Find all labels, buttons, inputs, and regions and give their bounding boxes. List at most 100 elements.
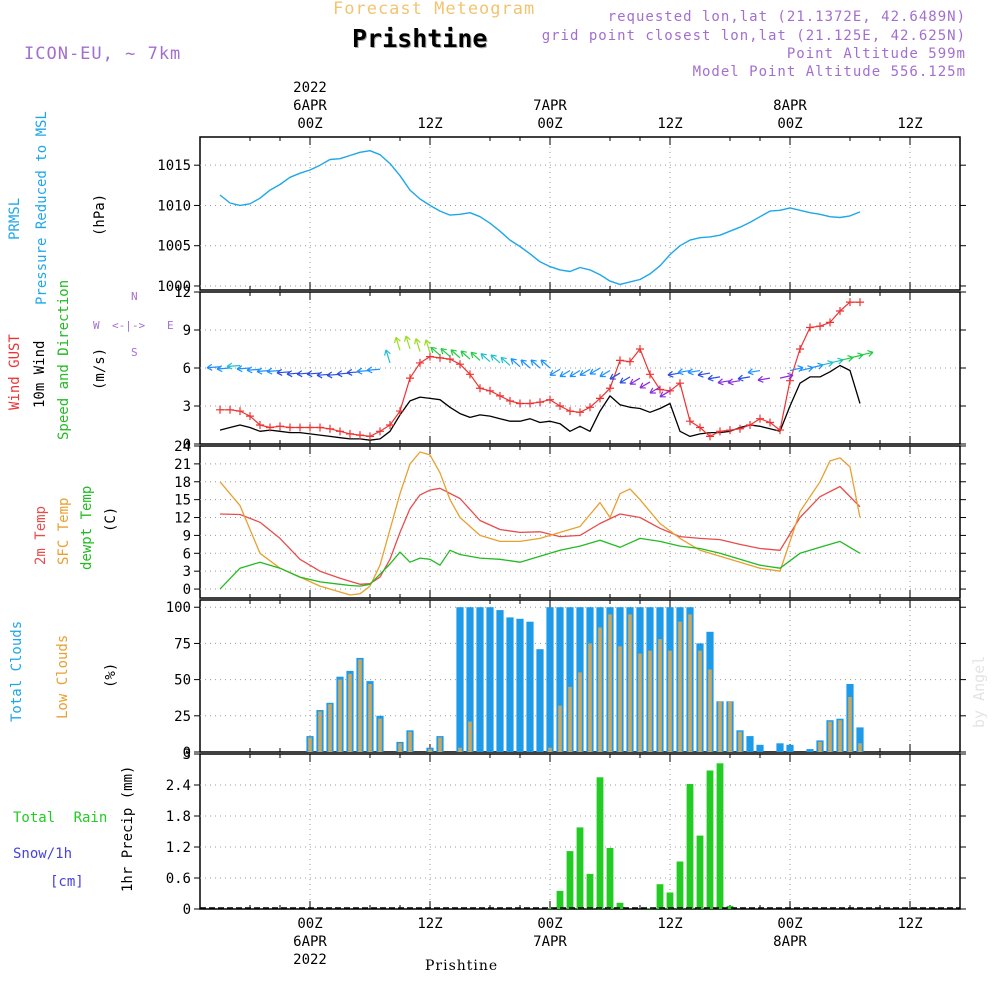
low-cloud-bar — [428, 749, 432, 752]
wind-direction-arrow — [480, 353, 491, 363]
wind-direction-arrow — [450, 349, 461, 359]
rain-bar — [656, 884, 664, 909]
wind-direction-arrow — [687, 369, 701, 374]
panel-prmsl-frame — [199, 136, 961, 291]
wind-arrow-head — [394, 336, 401, 344]
gust-marker — [476, 384, 484, 393]
y-tick-label-precip: 3 — [183, 747, 191, 763]
gust-marker — [726, 426, 734, 435]
rain-bar — [556, 890, 564, 909]
wind-arrow-head — [366, 366, 373, 374]
low-cloud-bar — [608, 614, 612, 752]
gust-marker — [296, 423, 304, 432]
low-cloud-bar — [828, 721, 832, 752]
top-time-label: 12Z — [417, 116, 442, 132]
low-clouds-label: Low Clouds — [55, 634, 71, 719]
top-time-label: 12Z — [897, 116, 922, 132]
wind-arrow-head — [659, 391, 666, 398]
bottom-time-label: 00Z — [297, 916, 322, 932]
temp-2m-line — [219, 485, 861, 585]
gust-marker — [376, 427, 384, 436]
top-date-label: 8APR — [773, 98, 807, 114]
gust-marker — [486, 386, 494, 395]
wind-arrow-head — [246, 366, 253, 374]
gust-marker — [576, 408, 584, 417]
gust-marker — [596, 394, 604, 403]
gust-marker — [676, 379, 684, 388]
gust-marker — [466, 370, 474, 379]
low-cloud-bar — [648, 650, 652, 752]
low-cloud-bar — [328, 704, 332, 752]
rain-bar — [716, 763, 724, 909]
top-time-label: 00Z — [297, 116, 322, 132]
wind-direction-arrow — [589, 367, 601, 375]
wind-direction-arrow — [599, 370, 611, 378]
wind-arrow-head — [226, 362, 233, 370]
wind-arrow-head — [316, 371, 323, 379]
wind-arrow-head — [540, 359, 547, 366]
wind-arrow-head — [336, 370, 343, 378]
y-tick-label-temperature: 9 — [183, 528, 191, 544]
rain-bar — [706, 770, 714, 909]
y-tick-label-temperature: 3 — [183, 564, 191, 580]
low-cloud-bar — [688, 614, 692, 752]
wind-gust-line — [220, 301, 860, 437]
y-tick-label-precip: 0.6 — [166, 871, 191, 887]
rain-bar — [566, 851, 574, 909]
gust-marker — [506, 396, 514, 405]
prmsl-long-label: Pressure Reduced to MSL — [34, 111, 50, 305]
gust-marker — [276, 422, 284, 431]
gust-marker — [756, 414, 764, 423]
top-time-label: 00Z — [777, 116, 802, 132]
gust-marker — [386, 421, 394, 429]
y-tick-label-precip: 1.2 — [166, 840, 191, 856]
prmsl-unit: (hPa) — [92, 193, 108, 236]
wind-arrow-head — [667, 370, 674, 378]
gust-marker — [536, 398, 544, 407]
wind-direction-arrow — [737, 376, 751, 380]
low-cloud-bar — [668, 650, 672, 752]
low-cloud-bar — [718, 701, 722, 752]
y-tick-label-temperature: 21 — [174, 457, 191, 473]
gust-label: Wind GUST — [7, 334, 23, 410]
y-tick-label-precip: 0 — [183, 902, 191, 918]
wind-direction-arrow — [629, 377, 641, 385]
top-time-label: 00Z — [537, 116, 562, 132]
total-cloud-bar — [526, 621, 534, 752]
wind-arrow-head — [747, 368, 754, 376]
wind-direction-arrow — [216, 367, 231, 370]
rain-bar — [726, 905, 734, 909]
rain-bar — [576, 827, 584, 909]
total-cloud-bar — [786, 744, 794, 752]
wind-direction-arrow — [619, 376, 631, 384]
wind-direction-arrow — [206, 366, 221, 369]
wind-arrow-head — [460, 350, 467, 357]
gust-marker — [636, 345, 644, 353]
low-cloud-bar — [358, 659, 362, 752]
wind-arrow-head — [256, 367, 263, 375]
y-tick-label-temperature: 12 — [174, 511, 191, 527]
gust-marker — [716, 427, 724, 436]
low-cloud-bar — [838, 720, 842, 752]
gust-marker — [266, 423, 274, 432]
wind-arrow-head — [414, 338, 421, 345]
gust-marker — [286, 423, 294, 432]
compass-w: W — [93, 319, 100, 332]
wind-direction-arrow — [266, 369, 281, 373]
wind-arrow-head — [649, 387, 656, 394]
wind-arrow-head — [424, 339, 431, 346]
wind-direction-arrow — [757, 377, 771, 381]
wind-arrow-head — [306, 370, 313, 378]
credit-watermark: by Angel — [970, 655, 988, 728]
rain-bar — [666, 892, 674, 909]
total-cloud-bar — [506, 617, 514, 752]
wind-arrow-head — [440, 348, 447, 355]
compass-arrow: <-|-> — [112, 319, 146, 332]
gust-marker — [586, 403, 594, 412]
gust-marker — [516, 399, 524, 408]
y-tick-label-clouds: 100 — [166, 600, 191, 616]
wind-arrow-head — [757, 375, 764, 383]
wind-direction-arrow — [859, 351, 874, 356]
wind-arrow-head — [599, 371, 606, 378]
low-cloud-bar — [678, 621, 682, 752]
